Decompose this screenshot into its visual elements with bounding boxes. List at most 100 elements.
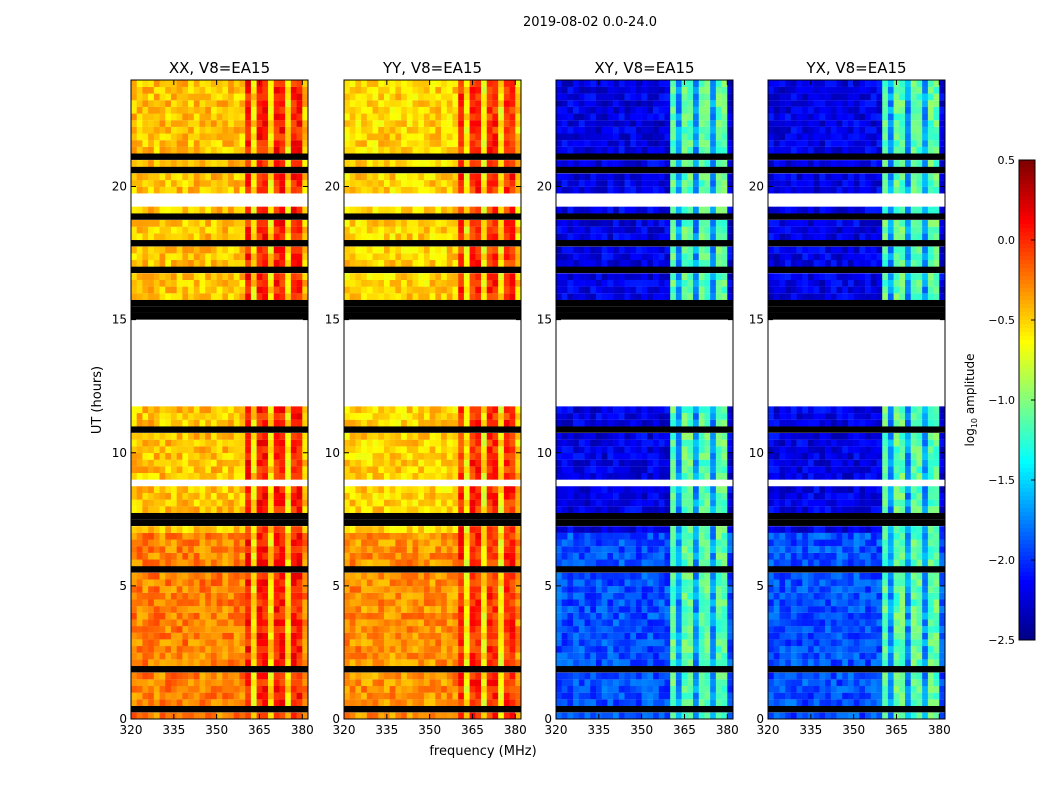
heatmap-cell <box>233 599 240 607</box>
heatmap-cell <box>268 659 275 667</box>
heatmap-cell <box>170 253 177 261</box>
heatmap-cell <box>349 233 356 241</box>
heatmap-cell <box>452 206 459 214</box>
heatmap-cell <box>475 206 482 214</box>
x-tick-label: 335 <box>375 723 398 737</box>
heatmap-cell <box>412 119 419 127</box>
heatmap-cell <box>509 432 516 440</box>
heatmap-cell <box>193 592 200 600</box>
heatmap-cell <box>452 486 459 493</box>
heatmap-cell <box>395 419 402 427</box>
heatmap-cell <box>262 133 269 141</box>
heatmap-cell <box>170 612 177 620</box>
heatmap-cell <box>205 486 212 493</box>
heatmap-cell <box>503 645 510 653</box>
heatmap-cell <box>148 639 155 647</box>
heatmap-cell <box>188 585 195 593</box>
heatmap-cell <box>693 672 700 680</box>
heatmap-cell <box>641 619 648 627</box>
heatmap-cell <box>463 446 470 454</box>
heatmap-cell <box>503 412 510 420</box>
heatmap-cell <box>429 226 436 234</box>
heatmap-cell <box>279 459 286 467</box>
heatmap-cell <box>228 499 235 507</box>
heatmap-cell <box>446 439 453 447</box>
heatmap-cell <box>170 639 177 647</box>
heatmap-cell <box>475 80 482 87</box>
heatmap-cell <box>285 93 292 101</box>
heatmap-cell <box>153 632 160 640</box>
heatmap-cell <box>361 226 368 234</box>
heatmap-cell <box>446 645 453 653</box>
heatmap-cell <box>406 246 413 254</box>
heatmap-cell <box>486 619 493 627</box>
heatmap-cell <box>693 712 700 720</box>
heatmap-cell <box>607 579 614 587</box>
heatmap-cell <box>395 452 402 460</box>
heatmap-cell <box>355 579 362 587</box>
heatmap-cell <box>675 572 682 580</box>
heatmap-cell <box>463 206 470 214</box>
heatmap-cell <box>361 146 368 154</box>
heatmap-cell <box>296 599 303 607</box>
heatmap-cell <box>406 486 413 493</box>
heatmap-cell <box>279 592 286 600</box>
heatmap-cell <box>727 685 734 693</box>
heatmap-cell <box>182 652 189 660</box>
heatmap-cell <box>239 432 246 440</box>
heatmap-cell <box>486 579 493 587</box>
heatmap-cell <box>273 532 280 540</box>
heatmap-cell <box>423 186 430 194</box>
heatmap-cell <box>561 572 568 580</box>
heatmap-cell <box>441 146 448 154</box>
heatmap-cell <box>590 599 597 607</box>
heatmap-cell <box>372 133 379 141</box>
heatmap-cell <box>285 672 292 680</box>
heatmap-cell <box>153 452 160 460</box>
heatmap-cell <box>418 293 425 300</box>
heatmap-cell <box>193 113 200 121</box>
heatmap-cell <box>429 406 436 414</box>
heatmap-cell <box>509 712 516 720</box>
heatmap-cell <box>233 253 240 261</box>
heatmap-cell <box>452 625 459 633</box>
heatmap-cell <box>290 559 297 567</box>
heatmap-cell <box>279 432 286 440</box>
heatmap-cell <box>148 80 155 87</box>
heatmap-cell <box>268 273 275 280</box>
heatmap-cell <box>344 119 351 127</box>
heatmap-cell <box>182 219 189 227</box>
heatmap-cell <box>446 552 453 560</box>
heatmap-cell <box>165 113 172 121</box>
heatmap-cell <box>452 452 459 460</box>
heatmap-cell <box>142 652 149 660</box>
heatmap-cell <box>475 466 482 474</box>
heatmap-cell <box>463 80 470 87</box>
heatmap-cell <box>355 113 362 121</box>
heatmap-cell <box>176 599 183 607</box>
heatmap-cell <box>239 486 246 493</box>
heatmap-cell <box>245 685 252 693</box>
heatmap-cell <box>486 499 493 507</box>
heatmap-cell <box>435 652 442 660</box>
heatmap-cell <box>188 86 195 94</box>
heatmap-cell <box>302 679 309 687</box>
heatmap-cell <box>256 605 263 613</box>
heatmap-cell <box>630 645 637 653</box>
heatmap-cell <box>429 412 436 420</box>
heatmap-cell <box>262 179 269 187</box>
heatmap-cell <box>395 259 402 267</box>
heatmap-cell <box>285 559 292 567</box>
heatmap-cell <box>641 559 648 567</box>
heatmap-cell <box>463 233 470 241</box>
heatmap-cell <box>401 80 408 87</box>
heatmap-cell <box>256 133 263 141</box>
heatmap-cell <box>296 466 303 474</box>
heatmap-cell <box>372 139 379 147</box>
heatmap-cell <box>290 459 297 467</box>
heatmap-cell <box>182 259 189 267</box>
heatmap-cell <box>210 273 217 280</box>
heatmap-cell <box>475 86 482 94</box>
heatmap-cell <box>486 466 493 474</box>
heatmap-cell <box>481 432 488 440</box>
